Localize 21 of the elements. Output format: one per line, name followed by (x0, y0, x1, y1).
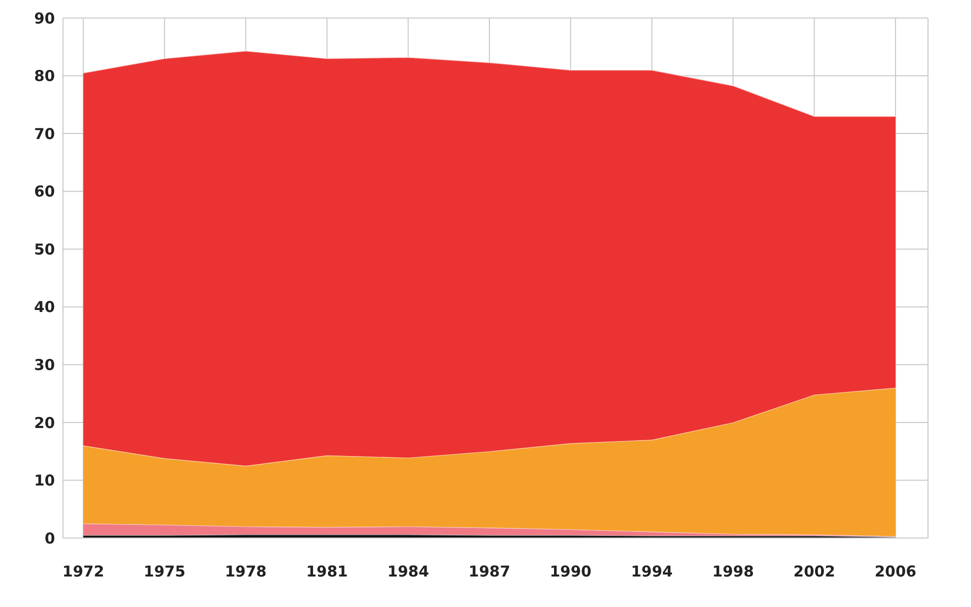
y-tick-label: 40 (34, 298, 55, 316)
y-tick-label: 30 (34, 356, 55, 374)
y-tick-label: 90 (34, 9, 55, 28)
x-tick-label: 1994 (630, 562, 673, 581)
x-tick-label: 1984 (387, 562, 430, 581)
x-tick-label: 1972 (62, 562, 104, 581)
y-tick-label: 20 (34, 414, 55, 432)
x-tick-label: 1978 (224, 562, 267, 581)
x-tick-label: 2002 (793, 562, 836, 581)
y-tick-label: 80 (34, 67, 55, 86)
x-tick-label: 1987 (468, 562, 510, 581)
y-tick-label: 60 (34, 182, 55, 201)
y-tick-label: 0 (44, 529, 55, 548)
x-tick-label: 1990 (550, 562, 592, 581)
x-tick-label: 2006 (874, 562, 916, 581)
y-tick-label: 70 (34, 124, 55, 143)
y-tick-label: 50 (34, 240, 55, 258)
y-tick-label: 10 (34, 472, 55, 490)
x-tick-label: 1998 (712, 562, 754, 581)
x-tick-label: 1975 (144, 562, 186, 581)
x-tick-label: 1981 (306, 562, 348, 581)
